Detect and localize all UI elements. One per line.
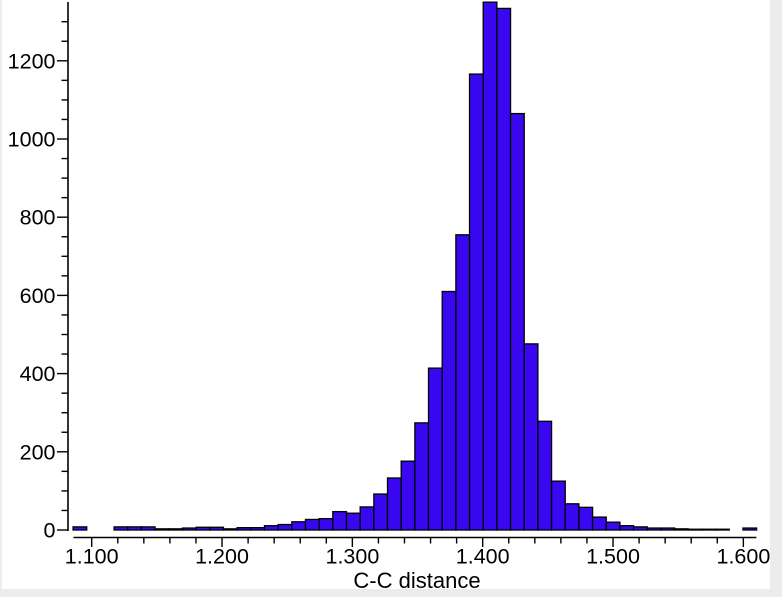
window-margin-bottom (0, 589, 782, 597)
x-tick-label: 1.300 (325, 545, 379, 569)
histogram-bar (154, 528, 170, 531)
histogram-bar (605, 521, 621, 531)
histogram-bar (113, 526, 129, 531)
histogram-bars (72, 1, 758, 531)
y-tick-label: 1000 (8, 128, 56, 152)
histogram-bar (263, 525, 279, 531)
histogram-bar (209, 526, 225, 531)
histogram-bar (345, 512, 361, 531)
histogram-bar (468, 73, 484, 531)
histogram-bar (400, 460, 416, 531)
histogram-bar (72, 526, 88, 531)
y-tick-label: 200 (20, 440, 56, 464)
histogram-bar (687, 528, 703, 531)
histogram-bar (195, 526, 211, 531)
histogram-bar (455, 234, 471, 531)
histogram-bar (236, 527, 252, 531)
histogram-bar (619, 525, 635, 531)
histogram-bar (523, 343, 539, 531)
y-tick-label: 400 (20, 362, 56, 386)
histogram-bar (564, 503, 580, 531)
histogram-bar (660, 527, 676, 531)
x-axis-title: C-C distance (353, 568, 480, 593)
histogram-bar (441, 290, 457, 531)
histogram-bar (222, 528, 238, 531)
histogram-bar (386, 477, 402, 531)
histogram-bar (550, 480, 566, 531)
y-tick-labels: 0 200 400 600 800 1000 1200 (8, 49, 56, 542)
histogram-bar (632, 526, 648, 531)
x-axis (73, 536, 757, 547)
histogram-bar (332, 510, 348, 531)
y-tick-label: 1200 (8, 49, 56, 73)
x-tick-label: 1.200 (195, 545, 249, 569)
histogram-bar (482, 1, 498, 531)
x-tick-label: 1.400 (456, 545, 510, 569)
histogram-bar (140, 526, 156, 531)
histogram-bar (578, 506, 594, 531)
x-tick-label: 1.500 (586, 545, 640, 569)
histogram-bar (127, 526, 143, 531)
histogram-bar (427, 367, 443, 531)
x-tick-labels: 1.100 1.200 1.300 1.400 1.500 1.600 (65, 545, 771, 569)
histogram-bar (701, 528, 717, 531)
histogram-bar (496, 7, 512, 531)
histogram-bar (291, 521, 307, 531)
histogram-bar (509, 112, 525, 531)
histogram-bar (277, 523, 293, 531)
window-margin-right (770, 0, 782, 597)
histogram-bar (537, 420, 553, 531)
histogram-bar (714, 528, 730, 531)
histogram-bar (591, 516, 607, 531)
histogram-bar (181, 527, 197, 531)
histogram-bar (742, 527, 758, 531)
histogram-bar (168, 528, 184, 531)
x-tick-label: 1.100 (65, 545, 119, 569)
histogram-bar (304, 518, 320, 531)
histogram-bar (414, 422, 430, 531)
window-margin-left (0, 0, 2, 597)
histogram-bar (318, 518, 334, 531)
histogram-bar (359, 506, 375, 531)
histogram-bar (646, 527, 662, 531)
y-tick-label: 600 (20, 284, 56, 308)
y-axis (57, 2, 69, 531)
y-tick-label: 0 (44, 519, 56, 543)
histogram-bar (250, 527, 266, 531)
x-tick-label: 1.600 (716, 545, 770, 569)
y-tick-label: 800 (20, 206, 56, 230)
histogram-bar (673, 528, 689, 531)
histogram-bar (373, 493, 389, 531)
